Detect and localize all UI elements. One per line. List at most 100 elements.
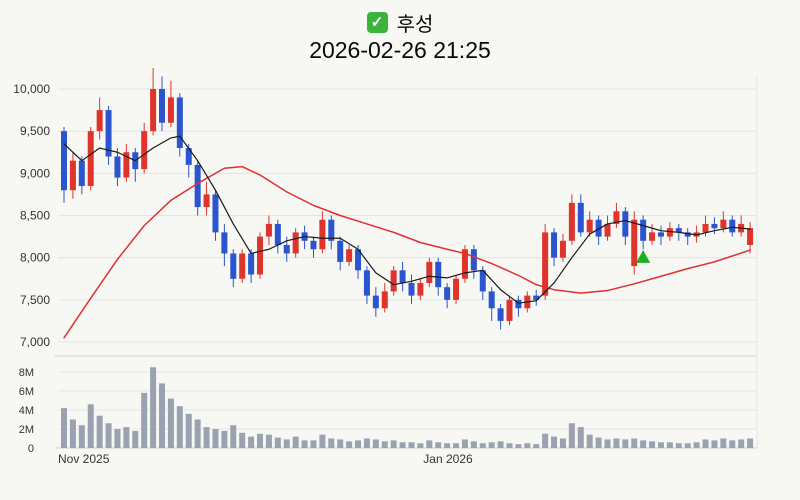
candle xyxy=(399,270,406,283)
volume-bar xyxy=(684,443,691,448)
volume-bar xyxy=(283,439,290,448)
candle xyxy=(248,253,255,275)
volume-bar xyxy=(69,419,76,448)
price-gridlines xyxy=(58,88,756,343)
volume-bar xyxy=(381,441,388,448)
chart-title-row: ✓ 후성 xyxy=(0,0,800,36)
x-axis-labels: Nov 2025 Jan 2026 xyxy=(58,452,473,466)
candle xyxy=(747,228,754,246)
volume-bar xyxy=(559,438,566,448)
volume-bar xyxy=(631,438,638,448)
volume-bar xyxy=(176,406,183,448)
candle xyxy=(479,270,486,292)
candle xyxy=(337,240,344,262)
candle xyxy=(586,219,593,233)
volume-bar xyxy=(150,367,157,448)
svg-text:2M: 2M xyxy=(19,424,34,436)
volume-bar xyxy=(613,438,620,448)
volume-bar xyxy=(355,440,362,448)
candle xyxy=(417,282,424,296)
svg-text:7,000: 7,000 xyxy=(20,335,50,349)
candle xyxy=(649,232,656,241)
candle xyxy=(506,299,513,321)
candle xyxy=(568,202,575,241)
candle xyxy=(159,89,166,123)
volume-bar xyxy=(203,427,210,448)
candle xyxy=(176,97,183,149)
volume-bar xyxy=(506,443,513,448)
volume-bar xyxy=(720,438,727,448)
volume-bar xyxy=(497,441,504,448)
candle xyxy=(577,202,584,233)
candle xyxy=(559,240,566,258)
volume-bar xyxy=(622,439,629,448)
volume-bar xyxy=(524,443,531,448)
volume-bar xyxy=(711,440,718,448)
volume-bar xyxy=(649,441,656,448)
volume-bar xyxy=(435,442,442,448)
ma-short-line xyxy=(63,135,751,304)
candle xyxy=(150,89,157,132)
candle xyxy=(426,261,433,283)
volume-bar xyxy=(453,443,460,448)
volume-bar xyxy=(577,427,584,448)
candle xyxy=(444,287,451,300)
svg-text:8M: 8M xyxy=(19,367,34,379)
volume-bar xyxy=(78,425,85,448)
volume-bar xyxy=(470,441,477,448)
buy-signal-marker xyxy=(636,249,651,263)
candle xyxy=(141,131,148,170)
stock-chart: 10,000 9,500 9,000 8,500 8,000 7,500 7,000 8M 6M… xyxy=(13,68,758,466)
volume-bar xyxy=(114,429,121,448)
volume-gridlines xyxy=(58,371,756,430)
ma-long-line xyxy=(63,165,751,339)
volume-bar xyxy=(657,442,664,448)
volume-bar xyxy=(239,432,246,448)
volume-bar xyxy=(729,440,736,448)
volume-bar xyxy=(363,438,370,448)
volume-bar xyxy=(551,436,558,448)
checked-checkbox-icon: ✓ xyxy=(366,11,388,33)
candle xyxy=(453,278,460,300)
svg-text:8,500: 8,500 xyxy=(20,209,50,223)
volume-bar xyxy=(390,440,397,448)
volume-bar xyxy=(461,439,468,448)
candle xyxy=(604,223,611,237)
candle xyxy=(283,245,290,254)
candle xyxy=(622,211,629,237)
candle xyxy=(194,164,201,208)
candle xyxy=(470,249,477,271)
volume-bar xyxy=(372,439,379,448)
svg-text:6M: 6M xyxy=(19,386,34,398)
volume-bar xyxy=(265,434,272,448)
volume-bar xyxy=(61,408,67,448)
volume-bar xyxy=(702,439,709,448)
volume-bar xyxy=(123,427,130,448)
candle xyxy=(711,223,718,229)
volume-bar xyxy=(96,415,103,448)
candle xyxy=(631,219,638,267)
volume-bar xyxy=(408,442,415,448)
volume-bar xyxy=(568,423,575,448)
svg-text:0: 0 xyxy=(28,443,34,455)
candle xyxy=(515,299,522,309)
volume-bar xyxy=(444,443,451,448)
svg-text:Jan 2026: Jan 2026 xyxy=(423,452,473,466)
candle xyxy=(328,219,335,241)
volume-bar xyxy=(595,437,602,448)
stock-name: 후성 xyxy=(396,13,434,36)
volume-bar xyxy=(346,441,353,448)
candle xyxy=(435,261,442,288)
candle xyxy=(319,219,326,250)
volume-bar xyxy=(87,404,94,448)
candle xyxy=(310,240,317,250)
candle xyxy=(613,211,620,224)
volume-bar xyxy=(666,442,673,448)
candle xyxy=(390,270,397,292)
volume-bar xyxy=(230,425,237,448)
candle xyxy=(265,223,272,237)
marker-layer xyxy=(636,249,651,263)
volume-bar xyxy=(747,438,754,448)
candle xyxy=(61,131,67,191)
volume-bar xyxy=(515,444,522,448)
